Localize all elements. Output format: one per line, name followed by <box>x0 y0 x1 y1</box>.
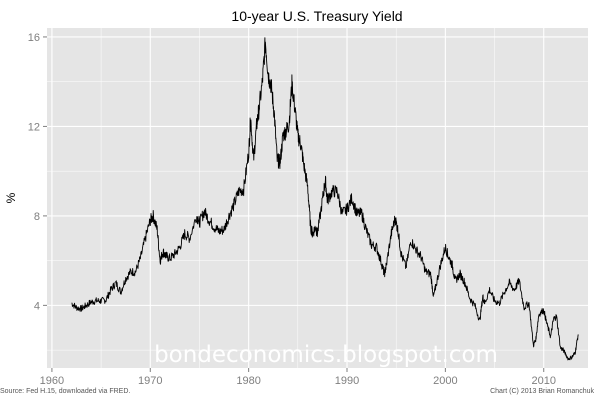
x-tick-label: 1990 <box>335 375 359 387</box>
panel-background <box>47 28 588 368</box>
x-tick-label: 1980 <box>236 375 260 387</box>
x-tick-label: 2010 <box>531 375 555 387</box>
tick-marks <box>43 36 545 372</box>
grid-lines <box>47 28 588 368</box>
y-axis-title: % <box>4 192 18 203</box>
credit-note: Chart (C) 2013 Brian Romanchuk <box>490 388 594 395</box>
yield-series-line <box>71 37 579 361</box>
x-tick-label: 2000 <box>433 375 457 387</box>
y-tick-label: 8 <box>34 211 40 223</box>
source-note: Source: Fed H.15, downloaded via FRED. <box>0 388 130 395</box>
watermark-text: bondeconomics.blogspot.com <box>154 342 498 368</box>
y-tick-label: 4 <box>34 300 40 312</box>
x-tick-label: 1960 <box>40 375 64 387</box>
chart-title: 10-year U.S. Treasury Yield <box>231 8 402 24</box>
x-tick-label: 1970 <box>138 375 162 387</box>
y-tick-label: 12 <box>28 121 40 133</box>
y-tick-label: 16 <box>28 32 40 44</box>
series-layer <box>71 37 579 361</box>
